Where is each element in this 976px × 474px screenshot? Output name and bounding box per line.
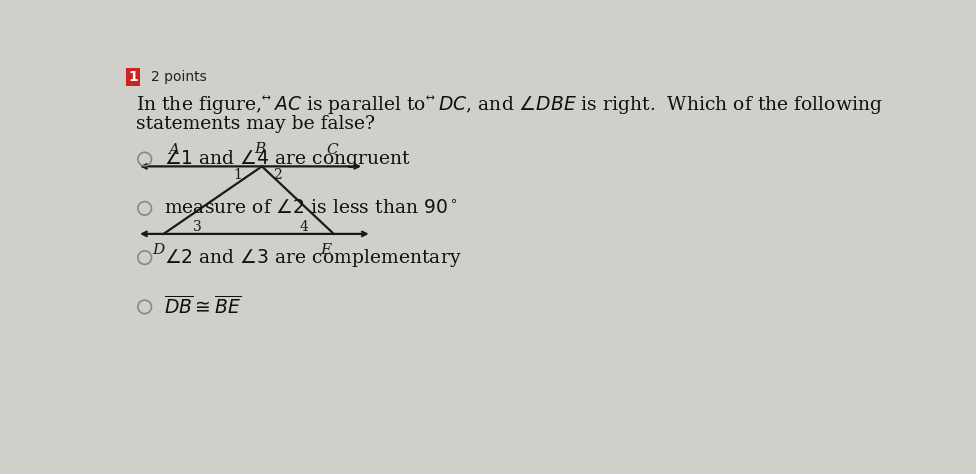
Text: 1: 1	[128, 70, 138, 83]
Text: $\angle 2$ and $\angle 3$ are complementary: $\angle 2$ and $\angle 3$ are complement…	[164, 246, 462, 269]
Text: 3: 3	[193, 219, 202, 234]
Text: measure of $\angle 2$ is less than $90^\circ$: measure of $\angle 2$ is less than $90^\…	[164, 200, 458, 218]
Text: 2 points: 2 points	[150, 70, 207, 83]
Text: B: B	[254, 142, 265, 156]
Text: A: A	[168, 143, 179, 157]
Text: $\overline{DB} \cong \overline{BE}$: $\overline{DB} \cong \overline{BE}$	[164, 296, 241, 318]
Text: D: D	[152, 243, 164, 257]
Text: $\angle 1$ and $\angle 4$ are congruent: $\angle 1$ and $\angle 4$ are congruent	[164, 148, 411, 170]
Text: statements may be false?: statements may be false?	[136, 115, 375, 133]
Text: E: E	[321, 243, 332, 257]
Text: 1: 1	[233, 168, 242, 182]
Text: In the figure, $\overleftrightarrow{AC}$ is parallel to $\overleftrightarrow{DC}: In the figure, $\overleftrightarrow{AC}$…	[136, 93, 882, 117]
Text: C: C	[326, 143, 338, 157]
Text: 2: 2	[272, 168, 281, 182]
Text: 4: 4	[299, 219, 308, 234]
